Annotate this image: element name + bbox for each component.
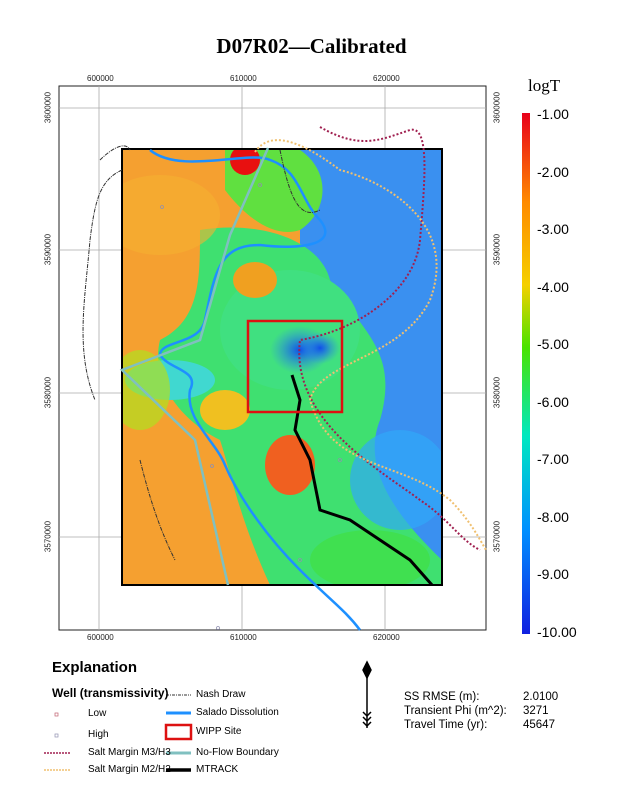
legend-salt-margin-m2h2: Salt Margin M2/H2 [88, 764, 171, 775]
x-tick-label: 610000 [230, 74, 257, 83]
model-boundary [121, 148, 443, 586]
map-frame [58, 85, 487, 631]
colorbar-label: -4.00 [537, 278, 569, 295]
y-tick-label: 3600000 [43, 91, 53, 124]
y-tick-label: 3590000 [43, 233, 53, 266]
y-tick-label: 3590000 [492, 233, 502, 266]
colorbar-label: -3.00 [537, 221, 569, 237]
legend-low: Low [88, 708, 107, 719]
x-tick-label: 620000 [373, 633, 400, 642]
x-tick-label: 620000 [373, 74, 400, 83]
well-legend-heading: Well (transmissivity) [52, 686, 169, 700]
mtrack-line [290, 374, 434, 586]
no-flow-boundary-line [119, 147, 270, 586]
stat-value: 45647 [523, 719, 555, 731]
wipp-site-boundary [246, 319, 344, 414]
colorbar-label: -6.00 [537, 393, 569, 410]
legend-mtrack: MTRACK [196, 764, 239, 775]
nash-draw-line [82, 145, 321, 561]
y-tick-label: 3570000 [43, 520, 53, 553]
salt-margin-m3h3-line [298, 126, 481, 551]
stat-value: 2.0100 [523, 691, 559, 703]
legend-nash-draw: Nash Draw [196, 689, 246, 700]
colorbar [522, 113, 530, 634]
colorbar-label: -10.00 [537, 623, 577, 640]
x-tick-label: 600000 [87, 74, 114, 83]
well-markers [160, 183, 342, 630]
legend-wipp-site: WIPP Site [196, 726, 242, 737]
legend-salado-dissolution: Salado Dissolution [196, 707, 279, 718]
x-tick-label: 610000 [230, 633, 257, 642]
stat-value: 3271 [523, 705, 549, 717]
colorbar-label: -7.00 [537, 451, 569, 467]
colorbar-label: -5.00 [537, 336, 569, 352]
y-tick-label: 3570000 [492, 520, 502, 553]
legend-salt-margin-m3h3: Salt Margin M3/H3 [88, 747, 171, 758]
salt-margin-m2h2-line [254, 139, 487, 551]
salado-dissolution-line [149, 149, 361, 631]
y-tick-label: 3580000 [492, 376, 502, 409]
colorbar-label: -1.00 [537, 106, 569, 122]
x-tick-label: 600000 [87, 633, 114, 642]
colorbar-label: -8.00 [537, 508, 569, 525]
legend-heading: Explanation [52, 659, 138, 676]
colorbar-label: -9.00 [537, 566, 569, 582]
y-tick-label: 3600000 [492, 91, 502, 124]
legend-symbols [44, 694, 193, 772]
colorbar-label: -2.00 [537, 163, 569, 180]
legend-high: High [88, 729, 109, 740]
north-arrow-icon [362, 660, 372, 728]
stat-label: Transient Phi (m^2): [404, 705, 507, 717]
stat-label: Travel Time (yr): [404, 719, 488, 731]
colorbar-title: logT [528, 76, 561, 95]
stat-label: SS RMSE (m): [404, 691, 480, 703]
legend-no-flow-boundary: No-Flow Boundary [196, 747, 279, 758]
map-title: D07R02—Calibrated [216, 34, 407, 58]
y-tick-label: 3580000 [43, 376, 53, 409]
transmissivity-raster [122, 149, 442, 585]
